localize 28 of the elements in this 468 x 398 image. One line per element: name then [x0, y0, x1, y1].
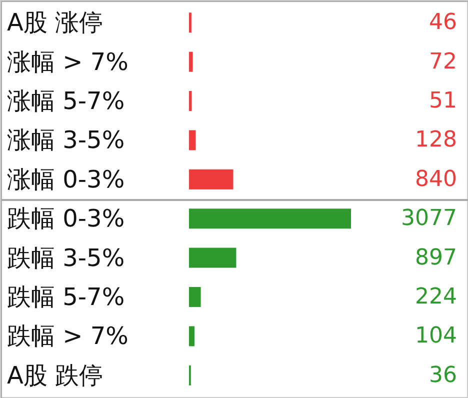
- bar: [189, 52, 193, 72]
- y-tick-label: A股 涨停: [7, 8, 104, 37]
- bar: [189, 130, 196, 150]
- y-tick-label: 跌幅 5-7%: [7, 283, 125, 311]
- data-label: 51: [429, 88, 457, 114]
- bar: [189, 326, 194, 346]
- data-label: 72: [429, 49, 457, 74]
- y-tick-label: 涨幅 > 7%: [7, 48, 128, 76]
- data-label: 3077: [401, 206, 457, 232]
- bar: [189, 208, 351, 229]
- data-label: 128: [415, 128, 457, 153]
- y-tick-label: 涨幅 3-5%: [7, 126, 125, 154]
- data-label: 46: [429, 10, 457, 36]
- bar: [189, 91, 192, 111]
- data-label: 897: [415, 245, 457, 270]
- bar: [189, 248, 236, 268]
- bar: [189, 287, 201, 307]
- y-tick-label: 跌幅 3-5%: [7, 244, 125, 272]
- y-tick-label: 跌幅 0-3%: [7, 204, 125, 233]
- y-tick-label: 涨幅 0-3%: [7, 165, 125, 194]
- y-tick-label: 涨幅 5-7%: [7, 87, 125, 115]
- data-label: 840: [415, 166, 457, 192]
- y-tick-label: 跌幅 > 7%: [7, 322, 128, 350]
- y-tick-label: A股 跌停: [7, 361, 104, 390]
- data-label: 224: [415, 284, 457, 310]
- data-label: 36: [429, 362, 457, 388]
- bar: [189, 169, 234, 190]
- data-label: 104: [415, 324, 457, 349]
